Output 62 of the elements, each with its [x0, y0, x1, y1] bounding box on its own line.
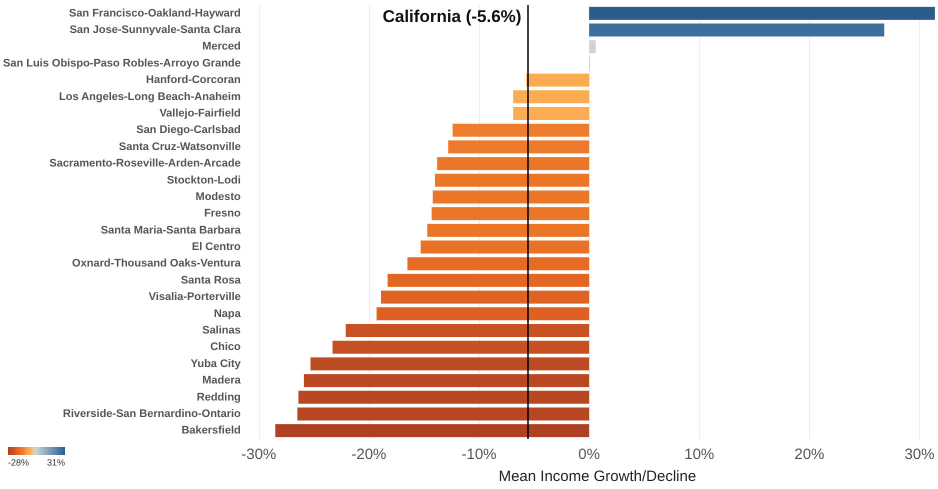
bar — [432, 207, 590, 220]
bar — [513, 107, 590, 120]
bar — [589, 6, 935, 20]
bar — [589, 40, 596, 54]
bar — [420, 240, 590, 254]
y-tick-label: Santa Rosa — [180, 274, 242, 286]
y-tick-label: Oxnard-Thousand Oaks-Ventura — [72, 258, 242, 270]
x-tick-label: -10% — [461, 446, 497, 463]
bar — [346, 324, 590, 337]
bar — [452, 124, 590, 137]
bar — [432, 190, 590, 204]
y-tick-label: Santa Maria-Santa Barbara — [100, 224, 242, 236]
y-tick-label: Stockton-Lodi — [166, 174, 241, 186]
bar — [388, 274, 590, 287]
y-tick-label: Napa — [214, 308, 242, 320]
y-tick-label: San Diego-Carlsbad — [136, 124, 241, 136]
bar — [526, 74, 590, 87]
bar — [304, 374, 590, 388]
bar — [589, 24, 884, 37]
y-tick-label: Riverside-San Bernardino-Ontario — [62, 408, 242, 420]
y-tick-label: El Centro — [192, 241, 242, 254]
bar — [298, 390, 590, 404]
bar — [376, 307, 590, 320]
y-tick-label: Sacramento-Roseville-Arden-Arcade — [49, 158, 241, 170]
y-tick-label: San Luis Obispo-Paso Robles-Arroyo Grande — [2, 57, 241, 70]
x-tick-label: 20% — [794, 446, 824, 463]
y-tick-label: Visalia-Porterville — [148, 291, 241, 304]
x-tick-label: -20% — [351, 446, 386, 463]
bar — [310, 357, 590, 370]
color-bar-label: 31% — [46, 458, 65, 468]
y-tick-label: Madera — [202, 374, 242, 387]
y-tick-label: Los Angeles-Long Beach-Anaheim — [59, 90, 241, 103]
y-tick-label: Redding — [196, 391, 241, 404]
y-tick-label: Chico — [210, 341, 242, 354]
bar — [448, 140, 590, 154]
bar — [275, 424, 590, 438]
y-tick-label: San Jose-Sunnyvale-Santa Clara — [70, 24, 242, 36]
y-tick-label: Salinas — [202, 324, 241, 336]
y-tick-label: Bakersfield — [181, 424, 241, 437]
bar — [380, 290, 590, 304]
bar — [513, 90, 590, 104]
bar — [434, 174, 590, 187]
bar — [297, 407, 590, 420]
y-tick-label: San Francisco-Oakland-Hayward — [68, 7, 241, 20]
y-tick-label: Santa Cruz-Watsonville — [118, 140, 241, 153]
color-bar-label: -28% — [8, 458, 30, 468]
bar — [332, 340, 590, 354]
x-axis-title: Mean Income Growth/Decline — [498, 468, 696, 485]
bar — [407, 257, 590, 270]
y-tick-label: Modesto — [196, 190, 242, 203]
y-tick-label: Fresno — [204, 208, 242, 220]
y-tick-label: Yuba City — [190, 358, 242, 370]
ref-line-label: California (-5.6%) — [382, 7, 522, 26]
bar — [437, 157, 590, 170]
y-tick-label: Merced — [202, 40, 241, 53]
bar — [427, 224, 590, 237]
x-tick-label: 0% — [578, 446, 600, 463]
x-tick-label: 10% — [684, 446, 714, 463]
y-tick-label: Hanford-Corcoran — [146, 74, 242, 86]
y-tick-label: Vallejo-Fairfield — [159, 108, 241, 120]
x-tick-label: -30% — [241, 446, 276, 463]
x-tick-label: 30% — [904, 446, 934, 463]
